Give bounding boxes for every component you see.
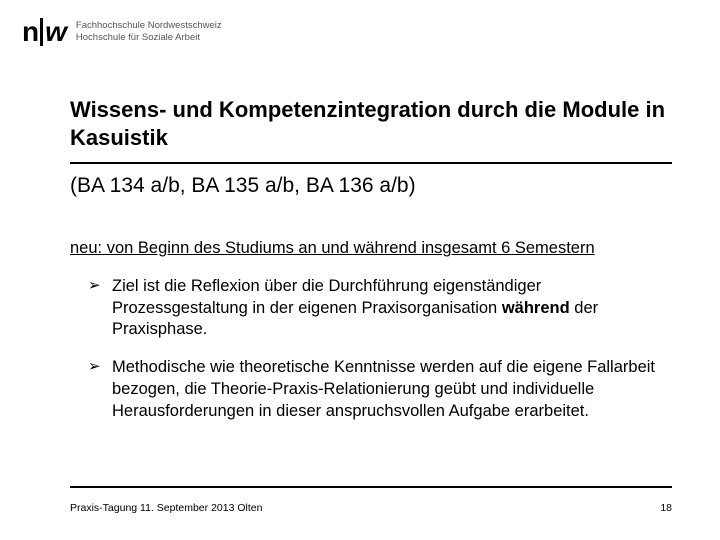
bullet-text-pre: Methodische wie theoretische Kenntnisse … bbox=[112, 358, 655, 420]
bullet-text-bold: während bbox=[502, 299, 570, 317]
institution-text: Fachhochschule Nordwestschweiz Hochschul… bbox=[76, 20, 222, 44]
bullet-text-pre: Ziel ist die Reflexion über die Durchfüh… bbox=[112, 277, 541, 317]
content-area: Wissens- und Kompetenzintegration durch … bbox=[70, 96, 672, 438]
slide-title: Wissens- und Kompetenzintegration durch … bbox=[70, 96, 672, 152]
bullet-list: Ziel ist die Reflexion über die Durchfüh… bbox=[70, 276, 672, 423]
institution-line-2: Hochschule für Soziale Arbeit bbox=[76, 32, 222, 44]
logo-divider bbox=[40, 18, 43, 46]
footer-page-number: 18 bbox=[660, 502, 672, 514]
title-rule bbox=[70, 162, 672, 164]
bullet-item: Ziel ist die Reflexion über die Durchfüh… bbox=[92, 276, 672, 341]
logo-letter-n: n bbox=[22, 18, 38, 46]
footer-left: Praxis-Tagung 11. September 2013 Olten bbox=[70, 502, 262, 514]
bullet-item: Methodische wie theoretische Kenntnisse … bbox=[92, 357, 672, 422]
intro-underlined: neu: von Beginn des Studiums an und währ… bbox=[70, 238, 672, 259]
logo: n w bbox=[22, 18, 66, 46]
institution-line-1: Fachhochschule Nordwestschweiz bbox=[76, 20, 222, 32]
footer-rule bbox=[70, 486, 672, 488]
slide-subtitle: (BA 134 a/b, BA 135 a/b, BA 136 a/b) bbox=[70, 174, 672, 198]
header: n w Fachhochschule Nordwestschweiz Hochs… bbox=[22, 18, 222, 46]
footer: Praxis-Tagung 11. September 2013 Olten 1… bbox=[70, 502, 672, 514]
logo-letter-w: w bbox=[45, 18, 66, 46]
